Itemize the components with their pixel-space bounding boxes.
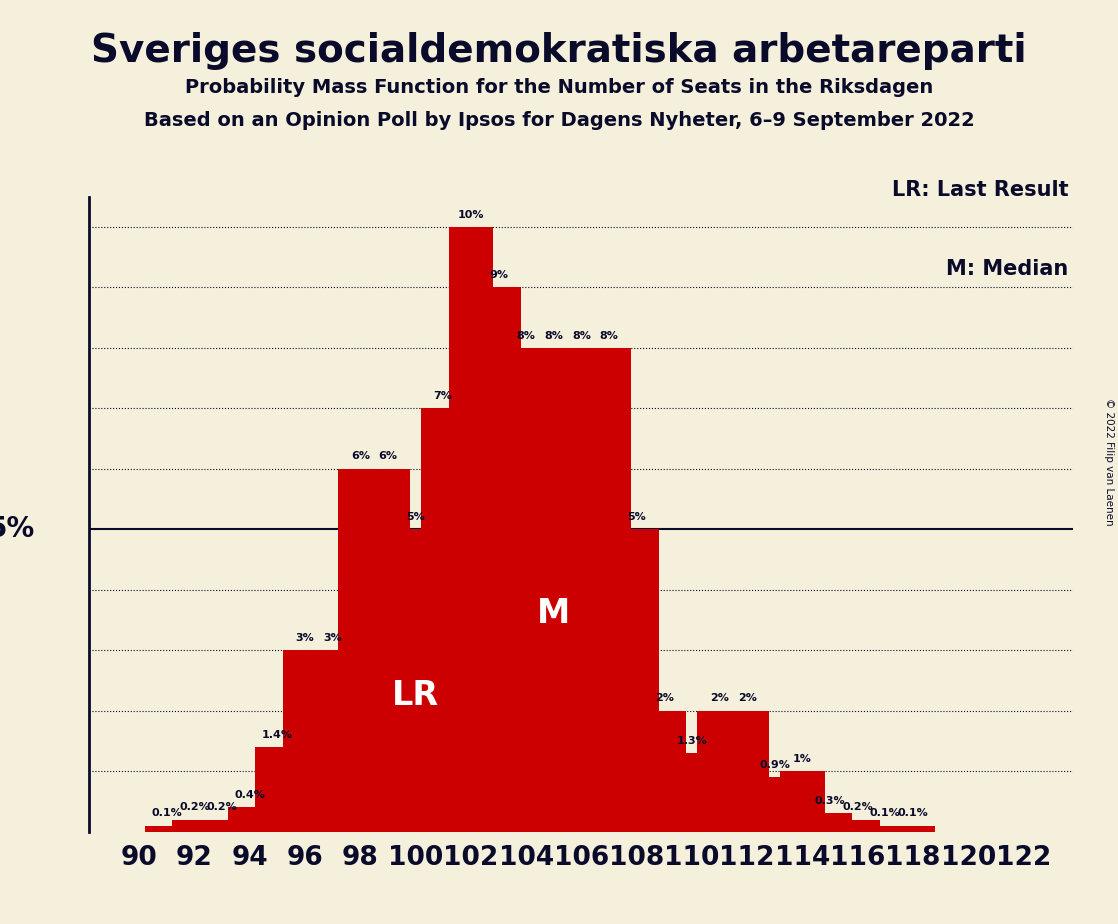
Text: 2%: 2% xyxy=(738,693,757,703)
Bar xyxy=(835,820,880,832)
Text: 6%: 6% xyxy=(351,452,370,461)
Text: 8%: 8% xyxy=(572,331,590,341)
Text: 5%: 5% xyxy=(627,512,646,522)
Text: 0.1%: 0.1% xyxy=(870,808,901,819)
Bar xyxy=(421,408,465,832)
Text: 0.1%: 0.1% xyxy=(151,808,182,819)
Bar xyxy=(504,347,548,832)
Text: 0.2%: 0.2% xyxy=(179,802,210,812)
Bar xyxy=(311,650,354,832)
Bar xyxy=(172,820,217,832)
Bar xyxy=(283,650,328,832)
Text: 9%: 9% xyxy=(489,270,508,280)
Bar xyxy=(726,711,769,832)
Text: 3%: 3% xyxy=(295,633,314,643)
Text: 8%: 8% xyxy=(544,331,563,341)
Text: Sveriges socialdemokratiska arbetareparti: Sveriges socialdemokratiska arbetarepart… xyxy=(92,32,1026,70)
Bar xyxy=(532,347,576,832)
Text: 1.4%: 1.4% xyxy=(262,730,293,740)
Bar xyxy=(780,772,825,832)
Text: 3%: 3% xyxy=(323,633,342,643)
Bar xyxy=(228,808,272,832)
Bar xyxy=(448,226,493,832)
Text: 1.3%: 1.3% xyxy=(676,736,708,746)
Bar xyxy=(752,777,797,832)
Bar xyxy=(670,753,714,832)
Text: 0.2%: 0.2% xyxy=(842,802,873,812)
Bar xyxy=(366,468,410,832)
Text: 0.3%: 0.3% xyxy=(815,796,845,807)
Bar xyxy=(615,529,659,832)
Text: 6%: 6% xyxy=(378,452,397,461)
Text: 0.1%: 0.1% xyxy=(898,808,928,819)
Bar xyxy=(255,747,300,832)
Bar xyxy=(808,813,852,832)
Text: 0.9%: 0.9% xyxy=(759,760,790,770)
Text: 10%: 10% xyxy=(457,210,484,220)
Text: M: Median: M: Median xyxy=(946,260,1069,279)
Text: Based on an Opinion Poll by Ipsos for Dagens Nyheter, 6–9 September 2022: Based on an Opinion Poll by Ipsos for Da… xyxy=(143,111,975,130)
Bar xyxy=(891,825,935,832)
Bar xyxy=(476,287,521,832)
Text: 2%: 2% xyxy=(655,693,674,703)
Bar xyxy=(863,825,908,832)
Text: M: M xyxy=(537,598,570,630)
Text: 7%: 7% xyxy=(434,391,453,401)
Text: Probability Mass Function for the Number of Seats in the Riksdagen: Probability Mass Function for the Number… xyxy=(184,78,934,97)
Text: © 2022 Filip van Laenen: © 2022 Filip van Laenen xyxy=(1105,398,1114,526)
Bar xyxy=(698,711,741,832)
Bar xyxy=(394,529,437,832)
Bar xyxy=(587,347,631,832)
Bar xyxy=(559,347,604,832)
Text: 8%: 8% xyxy=(517,331,536,341)
Bar xyxy=(200,820,244,832)
Text: LR: LR xyxy=(392,679,439,712)
Bar xyxy=(144,825,189,832)
Text: 2%: 2% xyxy=(710,693,729,703)
Text: 1%: 1% xyxy=(793,754,812,764)
Text: 5%: 5% xyxy=(0,516,36,543)
Text: LR: Last Result: LR: Last Result xyxy=(892,179,1069,200)
Text: 0.2%: 0.2% xyxy=(207,802,237,812)
Bar xyxy=(338,468,382,832)
Text: 0.4%: 0.4% xyxy=(235,790,265,800)
Text: 8%: 8% xyxy=(599,331,618,341)
Bar xyxy=(642,711,686,832)
Text: 5%: 5% xyxy=(406,512,425,522)
